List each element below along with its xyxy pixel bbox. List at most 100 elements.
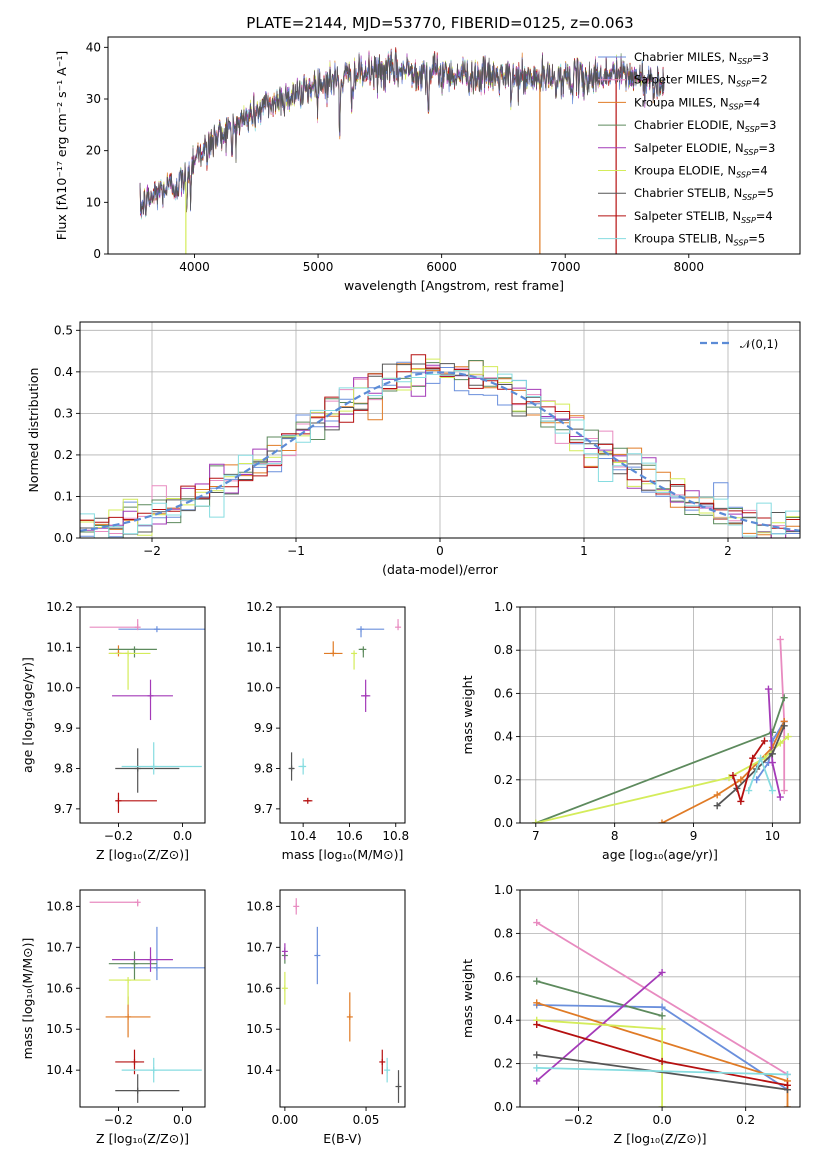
legend-sep: ,	[728, 141, 735, 155]
plot-area-age-vs-Z	[89, 619, 205, 813]
ytick-label: 10	[86, 195, 101, 209]
legend-sep: ,	[718, 232, 725, 246]
xtick-label: 5000	[303, 260, 334, 274]
x-axis-label: age [log₁₀(age/yr)]	[602, 847, 718, 862]
errorbar-point-chabrier-stelib	[115, 1074, 180, 1103]
weight-marker	[776, 793, 784, 801]
ytick-label: 0.4	[54, 365, 73, 379]
xtick-label: 0.0	[653, 1113, 672, 1127]
legend-suffix: =5	[757, 186, 774, 200]
legend-subscript: SSP	[729, 102, 744, 111]
weight-marker	[784, 733, 792, 741]
errorbar-point-salpeter-stelib	[379, 1049, 386, 1075]
legend-name: Kroupa STELIB	[634, 232, 718, 246]
xtick-label: 0.0	[173, 829, 192, 843]
legend-n: N	[734, 186, 743, 200]
legend-suffix: =2	[751, 73, 768, 87]
weight-marker	[533, 1051, 541, 1059]
histogram-kroupa-stelib	[80, 370, 800, 538]
errorbar-point-chabrier-stelib	[115, 748, 180, 793]
errorbar-point-kroupa-stelib	[298, 758, 307, 775]
xtick-label: 10.6	[336, 829, 363, 843]
legend-n: N	[732, 209, 741, 223]
weight-marker	[768, 759, 776, 767]
axes-mass-vs-ebv: 0.00 0.05 10.4 10.5 10.6 10.7 10.8 E(B-V)	[246, 889, 406, 1146]
weight-marker	[780, 722, 788, 730]
legend-name: Kroupa MILES	[634, 95, 713, 109]
errorbar-point-chabrier-miles	[314, 926, 321, 985]
errorbar-point-salpeter-stelib	[303, 797, 313, 804]
x-axis-label: Z [log₁₀(Z/Z⊙)]	[614, 1131, 707, 1146]
weight-line	[536, 921, 788, 1076]
ytick-label: 10.1	[246, 640, 273, 654]
x-axis-label: wavelength [Angstrom, rest frame]	[344, 278, 564, 293]
weight-marker	[761, 737, 769, 745]
ytick-label: 0.0	[494, 816, 513, 830]
plot-area-age-vs-mass	[288, 619, 402, 804]
legend-n: N	[729, 50, 738, 64]
legend-subscript: SSP	[744, 148, 759, 157]
xtick-label: 7	[532, 829, 540, 843]
weight-series-kroupa-elodie	[532, 733, 792, 823]
plot-area-weight-vs-age	[532, 635, 792, 823]
xtick-label: 0.00	[272, 1113, 299, 1127]
weight-marker	[713, 802, 721, 810]
weight-marker	[533, 919, 541, 927]
ytick-label: 10.6	[246, 981, 273, 995]
legend-sep: ,	[721, 50, 728, 64]
axes-weight-vs-age: 7 8 9 10 0.0 0.2 0.4 0.6 0.8 1.0 age [log₁₀(age/yr…	[460, 600, 801, 862]
weight-marker	[768, 787, 776, 795]
weight-marker	[783, 1070, 791, 1078]
axes-frame	[279, 889, 406, 1108]
xtick-label: −0.2	[564, 1113, 593, 1127]
xtick-label: 0.0	[173, 1113, 192, 1127]
legend-subscript: SSP	[737, 57, 752, 66]
errorbar-point-salpeter-elodie	[281, 943, 288, 960]
legend-entry: Kroupa STELIB, NSSP=5	[634, 232, 765, 248]
ytick-label: 0.1	[54, 489, 73, 503]
legend-suffix: =4	[756, 209, 773, 223]
weight-marker	[737, 797, 745, 805]
xtick-label: 0.05	[353, 1113, 380, 1127]
ytick-label: 0.2	[494, 1057, 513, 1071]
errorbar-point-salpeter-miles	[89, 619, 141, 631]
xtick-label: 1	[580, 544, 588, 558]
ytick-label: 10.7	[246, 940, 273, 954]
legend-subscript: SSP	[742, 193, 757, 202]
xtick-label: 0	[436, 544, 444, 558]
axes-spectrum: 4000 5000 6000 7000 8000 0 10 20 30 40 wavelength …	[54, 36, 801, 293]
xtick-label: 4000	[179, 260, 210, 274]
plot-area-weight-vs-Z	[533, 919, 791, 1107]
legend-sep: ,	[729, 118, 736, 132]
legend-n: N	[727, 164, 736, 178]
ytick-label: 9.9	[54, 721, 73, 735]
errorbar-point-chabrier-elodie	[358, 646, 367, 658]
xtick-label: 2	[724, 544, 732, 558]
weight-series-salpeter-elodie	[764, 685, 784, 801]
ytick-label: 10.4	[46, 1063, 73, 1077]
plot-area-mass-vs-Z	[89, 899, 205, 1103]
weight-line	[779, 639, 786, 791]
xtick-label: 0.2	[736, 1113, 755, 1127]
ytick-label: 9.7	[54, 802, 73, 816]
errorbar-point-kroupa-stelib	[121, 742, 202, 775]
y-axis-label: Flux [fλ10⁻¹⁷ erg cm⁻² s⁻¹ A⁻¹]	[54, 51, 69, 240]
ytick-label: 9.7	[254, 802, 273, 816]
xtick-label: −1	[287, 544, 305, 558]
weight-marker	[745, 787, 753, 795]
legend-n: N	[736, 118, 745, 132]
weight-marker	[658, 1003, 666, 1011]
axes-mass-vs-Z: −0.2 0.0 10.4 10.5 10.6 10.7 10.8 Z [log₁₀(Z/Z⊙…	[20, 889, 206, 1146]
errorbar-point-kroupa-elodie	[108, 650, 151, 690]
y-axis-label: Normed distribution	[26, 368, 41, 493]
errorbar-point-kroupa-elodie	[351, 650, 358, 670]
weight-marker	[658, 1012, 666, 1020]
x-axis-label: E(B-V)	[323, 1131, 362, 1146]
weight-marker	[749, 754, 757, 762]
xtick-label: 7000	[550, 260, 581, 274]
weight-series-chabrier-elodie	[533, 977, 666, 1020]
xtick-label: 10.4	[290, 829, 317, 843]
ytick-label: 30	[86, 92, 101, 106]
legend-suffix: =4	[751, 164, 768, 178]
ytick-label: 10.0	[246, 681, 273, 695]
